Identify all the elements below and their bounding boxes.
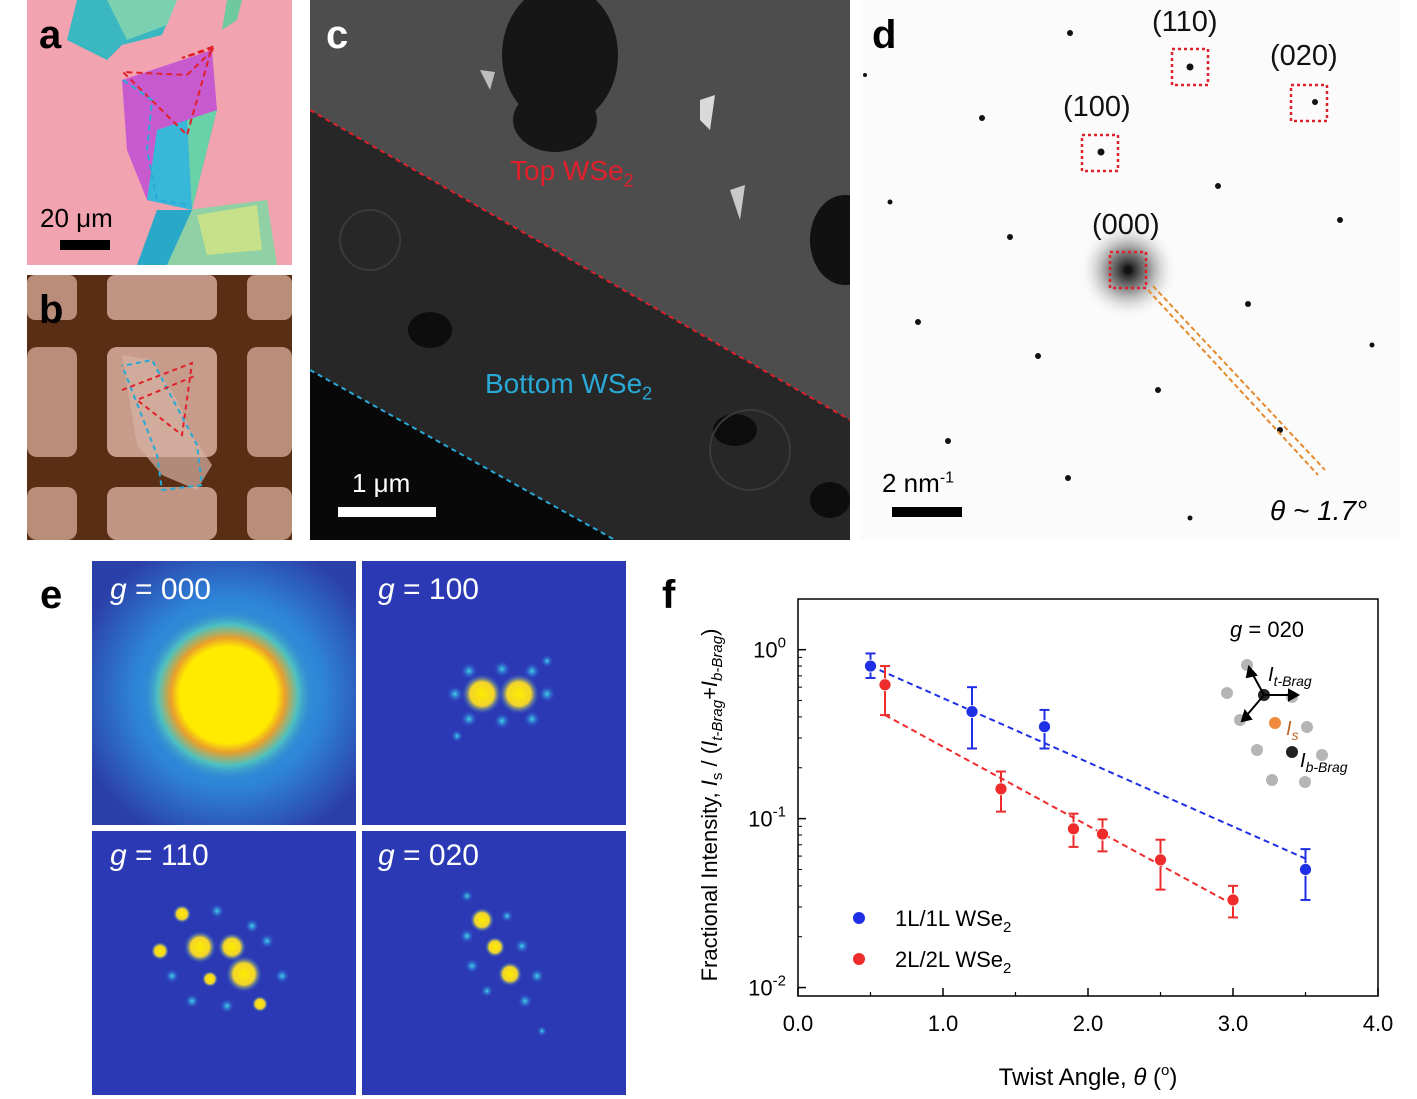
inset-schematic: g = 020 It-Brag Is Ib-Brag <box>1221 617 1348 788</box>
data-point-series-1 <box>1067 822 1080 836</box>
legend-marker-2l <box>853 953 865 965</box>
y-tick-label: 100 <box>753 635 786 663</box>
y-axis-label: Fractional Intensity, Is / (It-Brag+Ib-B… <box>697 629 726 982</box>
tile-100-label: g = 100 <box>378 573 479 606</box>
panel-e-label: e <box>40 573 63 617</box>
panel-a-scalebar-text: 20 μm <box>40 203 113 233</box>
panel-b-label: b <box>39 288 64 332</box>
twist-angle-chart: 0.0 1.0 2.0 3.0 4.0 100 10-1 10-2 Fractional I… <box>697 598 1394 1091</box>
legend-label-2l: 2L/2L WSe2 <box>895 947 1011 977</box>
panel-f-label: f <box>662 573 676 617</box>
bottom-wse2-label: Bottom WSe2 <box>485 368 653 404</box>
inset-s-label: Is <box>1286 718 1299 743</box>
grid-illustration <box>27 275 292 540</box>
tile-000-label: g = 000 <box>110 573 211 606</box>
top-wse2-label: Top WSe2 <box>510 155 634 191</box>
data-point-series-0 <box>864 659 877 673</box>
spot-110-label: (110) <box>1152 6 1218 38</box>
data-point-series-1 <box>1096 827 1109 841</box>
data-point-series-0 <box>965 705 979 719</box>
x-tick-label: 4.0 <box>1363 1011 1394 1036</box>
legend: 1L/1L WSe2 2L/2L WSe2 <box>853 906 1011 977</box>
fit-line-series-1 <box>884 714 1234 906</box>
x-tick-label: 3.0 <box>1218 1011 1249 1036</box>
legend-label-1l: 1L/1L WSe2 <box>895 906 1011 936</box>
x-tick-label: 2.0 <box>1073 1011 1104 1036</box>
data-point-series-1 <box>1226 893 1240 907</box>
diffraction-spots <box>863 30 1375 521</box>
panel-c-scalebar <box>338 507 436 517</box>
panel-a-optical-image: a 20 μm <box>27 0 292 265</box>
twist-angle-label: θ ~ 1.7° <box>1270 495 1368 526</box>
inset-g-label: g = 020 <box>1230 617 1304 642</box>
panel-d-label: d <box>872 13 897 57</box>
panel-a-label: a <box>39 13 62 57</box>
panel-c-scalebar-text: 1 μm <box>352 468 411 498</box>
data-point-series-0 <box>1299 863 1312 876</box>
x-tick-label: 0.0 <box>783 1011 814 1036</box>
fit-line-series-0 <box>870 665 1306 860</box>
legend-marker-1l <box>853 912 865 924</box>
tile-020-label: g = 020 <box>378 839 479 872</box>
x-axis-label: Twist Angle, θ (o) <box>999 1062 1178 1091</box>
panel-e-tiles: g = 000 g = 100 g = 110 g = 020 <box>92 561 626 1095</box>
panel-d-diffraction: d (110) (020) (100) (000) 2 nm-1 θ ~ 1.7… <box>860 0 1400 540</box>
spot-100-label: (100) <box>1063 91 1131 123</box>
inset-b-label: Ib-Brag <box>1300 750 1348 775</box>
panel-c-tem-image: c Top WSe2 Bottom WSe2 1 μm <box>310 0 850 540</box>
flake-illustration <box>67 0 277 265</box>
data-point-series-0 <box>1038 720 1051 734</box>
spot-020-label: (020) <box>1270 40 1338 72</box>
panel-d-scalebar <box>892 507 962 517</box>
x-tick-label: 1.0 <box>928 1011 959 1036</box>
data-point-series-1 <box>878 678 892 692</box>
inset-t-label: It-Brag <box>1268 664 1312 689</box>
data-point-series-1 <box>994 782 1008 796</box>
y-tick-label: 10-2 <box>748 973 786 1001</box>
cbed-tiles <box>92 561 626 1095</box>
plot-frame <box>797 598 1379 997</box>
spot-000-label: (000) <box>1092 209 1160 241</box>
y-tick-label: 10-1 <box>748 804 786 832</box>
panel-c-label: c <box>326 13 349 57</box>
tem-illustration <box>310 0 850 540</box>
panel-d-scalebar-text: 2 nm-1 <box>882 468 955 498</box>
tile-110-label: g = 110 <box>110 839 209 872</box>
data-point-series-1 <box>1154 853 1167 867</box>
panel-b-grid-image: b <box>27 275 292 540</box>
panel-a-scalebar <box>60 240 110 250</box>
